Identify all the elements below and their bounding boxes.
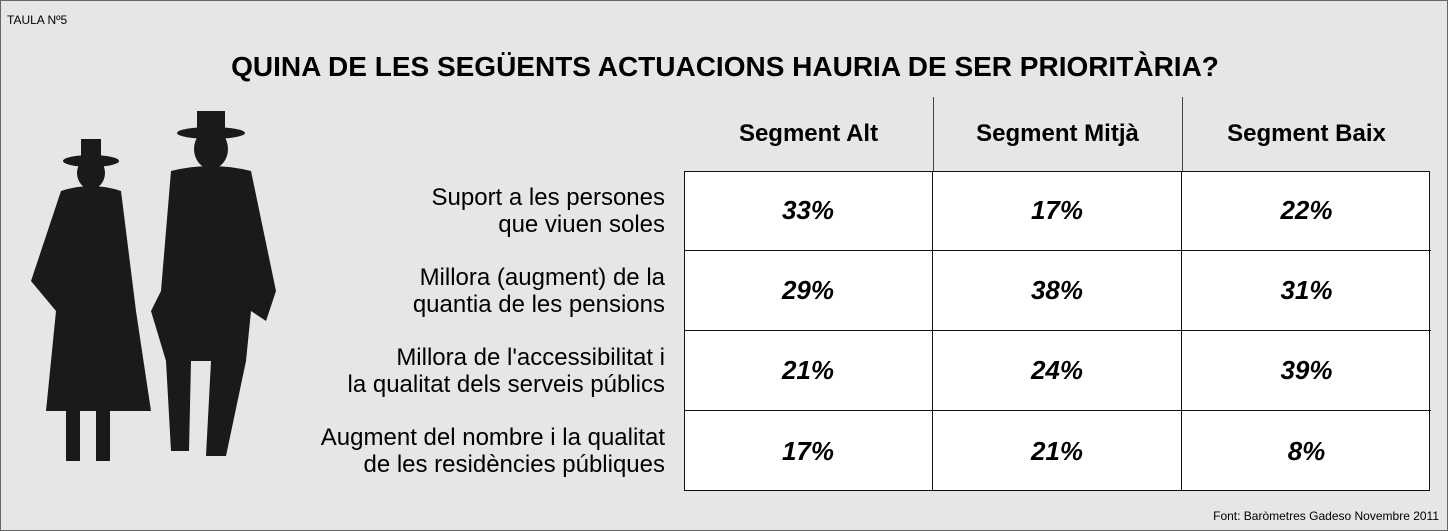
header-separator bbox=[933, 97, 934, 171]
silhouette bbox=[31, 111, 276, 461]
table-cell: 38% bbox=[933, 251, 1182, 331]
table-cell: 22% bbox=[1182, 171, 1431, 251]
row-label: Millora (augment) de la quantia de les pe… bbox=[225, 251, 665, 331]
source: Font: Baròmetres Gadeso Novembre 2011 bbox=[1213, 509, 1439, 523]
column-header: Segment Alt bbox=[738, 120, 879, 147]
row-label-line: quantia de les pensions bbox=[412, 291, 665, 318]
table-body: 33% 17% 22% 29% 38% 31% 21% 24% 39% 17% 21% 8% bbox=[684, 171, 1431, 491]
header-separator bbox=[1182, 97, 1183, 171]
column-header: Segment Mitjà bbox=[976, 120, 1139, 147]
table-cell: 17% bbox=[684, 411, 933, 491]
table-cell: 39% bbox=[1182, 331, 1431, 411]
row-label-line: la qualitat dels serveis públics bbox=[347, 371, 666, 398]
row-label-line: Augment del nombre i la qualitat bbox=[320, 424, 665, 451]
row-label: Augment del nombre i la qualitat de les r… bbox=[225, 411, 665, 491]
row-label-line: que viuen soles bbox=[498, 211, 665, 238]
row-label: Millora de l'accessibilitat i la qualitat… bbox=[225, 331, 666, 411]
table-cell: 21% bbox=[933, 411, 1182, 491]
table-cell: 24% bbox=[933, 331, 1182, 411]
table-label: TAULA Nº5 bbox=[7, 13, 68, 27]
column-header: Segment Baix bbox=[1227, 120, 1386, 147]
table-cell: 29% bbox=[684, 251, 933, 331]
table-cell: 8% bbox=[1287, 435, 1326, 466]
row-label: Suport a les persones que viuen soles bbox=[225, 171, 665, 251]
table-cell: 21% bbox=[684, 331, 933, 411]
row-label-line: Suport a les persones bbox=[431, 184, 665, 211]
row-label-line: Millora (augment) de la bbox=[419, 264, 665, 291]
table-cell: 31% bbox=[1182, 251, 1431, 331]
table-cell: 33% bbox=[684, 171, 933, 251]
row-label-line: Millora de l'accessibilitat i bbox=[396, 344, 665, 371]
title: QUINA DE LES SEGÜENTS ACTUACIONS HAURIA … bbox=[231, 51, 1219, 82]
table-cell: 17% bbox=[933, 171, 1182, 251]
row-label-line: de les residències públiques bbox=[363, 451, 665, 478]
